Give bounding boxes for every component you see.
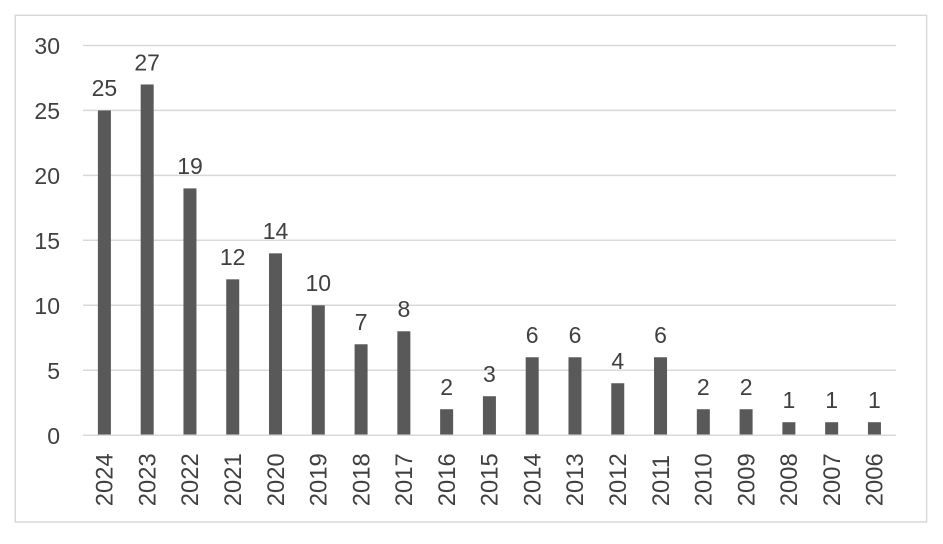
svg-text:1: 1 xyxy=(783,387,796,413)
svg-text:3: 3 xyxy=(483,361,496,387)
svg-text:25: 25 xyxy=(92,75,118,101)
svg-text:10: 10 xyxy=(306,270,332,296)
svg-text:8: 8 xyxy=(398,296,411,322)
svg-text:4: 4 xyxy=(611,348,624,374)
svg-text:2023: 2023 xyxy=(134,453,161,506)
svg-text:2015: 2015 xyxy=(477,453,504,506)
svg-text:2021: 2021 xyxy=(220,453,247,506)
svg-text:2008: 2008 xyxy=(776,453,803,506)
svg-text:25: 25 xyxy=(34,98,60,124)
svg-text:2016: 2016 xyxy=(434,453,461,506)
svg-text:2010: 2010 xyxy=(691,453,718,506)
svg-text:2022: 2022 xyxy=(177,453,204,506)
svg-text:15: 15 xyxy=(34,228,60,254)
svg-text:2011: 2011 xyxy=(648,455,675,506)
svg-text:2: 2 xyxy=(740,374,753,400)
svg-text:6: 6 xyxy=(569,322,582,348)
svg-text:7: 7 xyxy=(355,309,368,335)
svg-text:30: 30 xyxy=(34,33,60,59)
svg-text:2018: 2018 xyxy=(348,453,375,506)
svg-text:1: 1 xyxy=(825,387,838,413)
svg-text:2012: 2012 xyxy=(605,453,632,506)
svg-text:2006: 2006 xyxy=(862,453,889,506)
svg-text:14: 14 xyxy=(263,218,289,244)
svg-text:0: 0 xyxy=(47,423,60,449)
svg-text:1: 1 xyxy=(868,387,881,413)
svg-text:2020: 2020 xyxy=(263,453,290,506)
svg-text:6: 6 xyxy=(654,322,667,348)
svg-text:10: 10 xyxy=(34,293,60,319)
svg-text:2019: 2019 xyxy=(306,453,333,506)
svg-text:2024: 2024 xyxy=(92,453,119,506)
svg-text:2: 2 xyxy=(697,374,710,400)
svg-text:2017: 2017 xyxy=(391,453,418,506)
svg-text:27: 27 xyxy=(134,49,160,75)
svg-text:2014: 2014 xyxy=(519,453,546,506)
svg-text:2013: 2013 xyxy=(562,453,589,506)
svg-text:12: 12 xyxy=(220,244,246,270)
svg-text:19: 19 xyxy=(177,153,203,179)
svg-text:5: 5 xyxy=(47,358,60,384)
svg-text:6: 6 xyxy=(526,322,539,348)
svg-text:2007: 2007 xyxy=(819,453,846,506)
svg-text:20: 20 xyxy=(34,163,60,189)
svg-text:2: 2 xyxy=(440,374,453,400)
svg-text:2009: 2009 xyxy=(733,453,760,506)
